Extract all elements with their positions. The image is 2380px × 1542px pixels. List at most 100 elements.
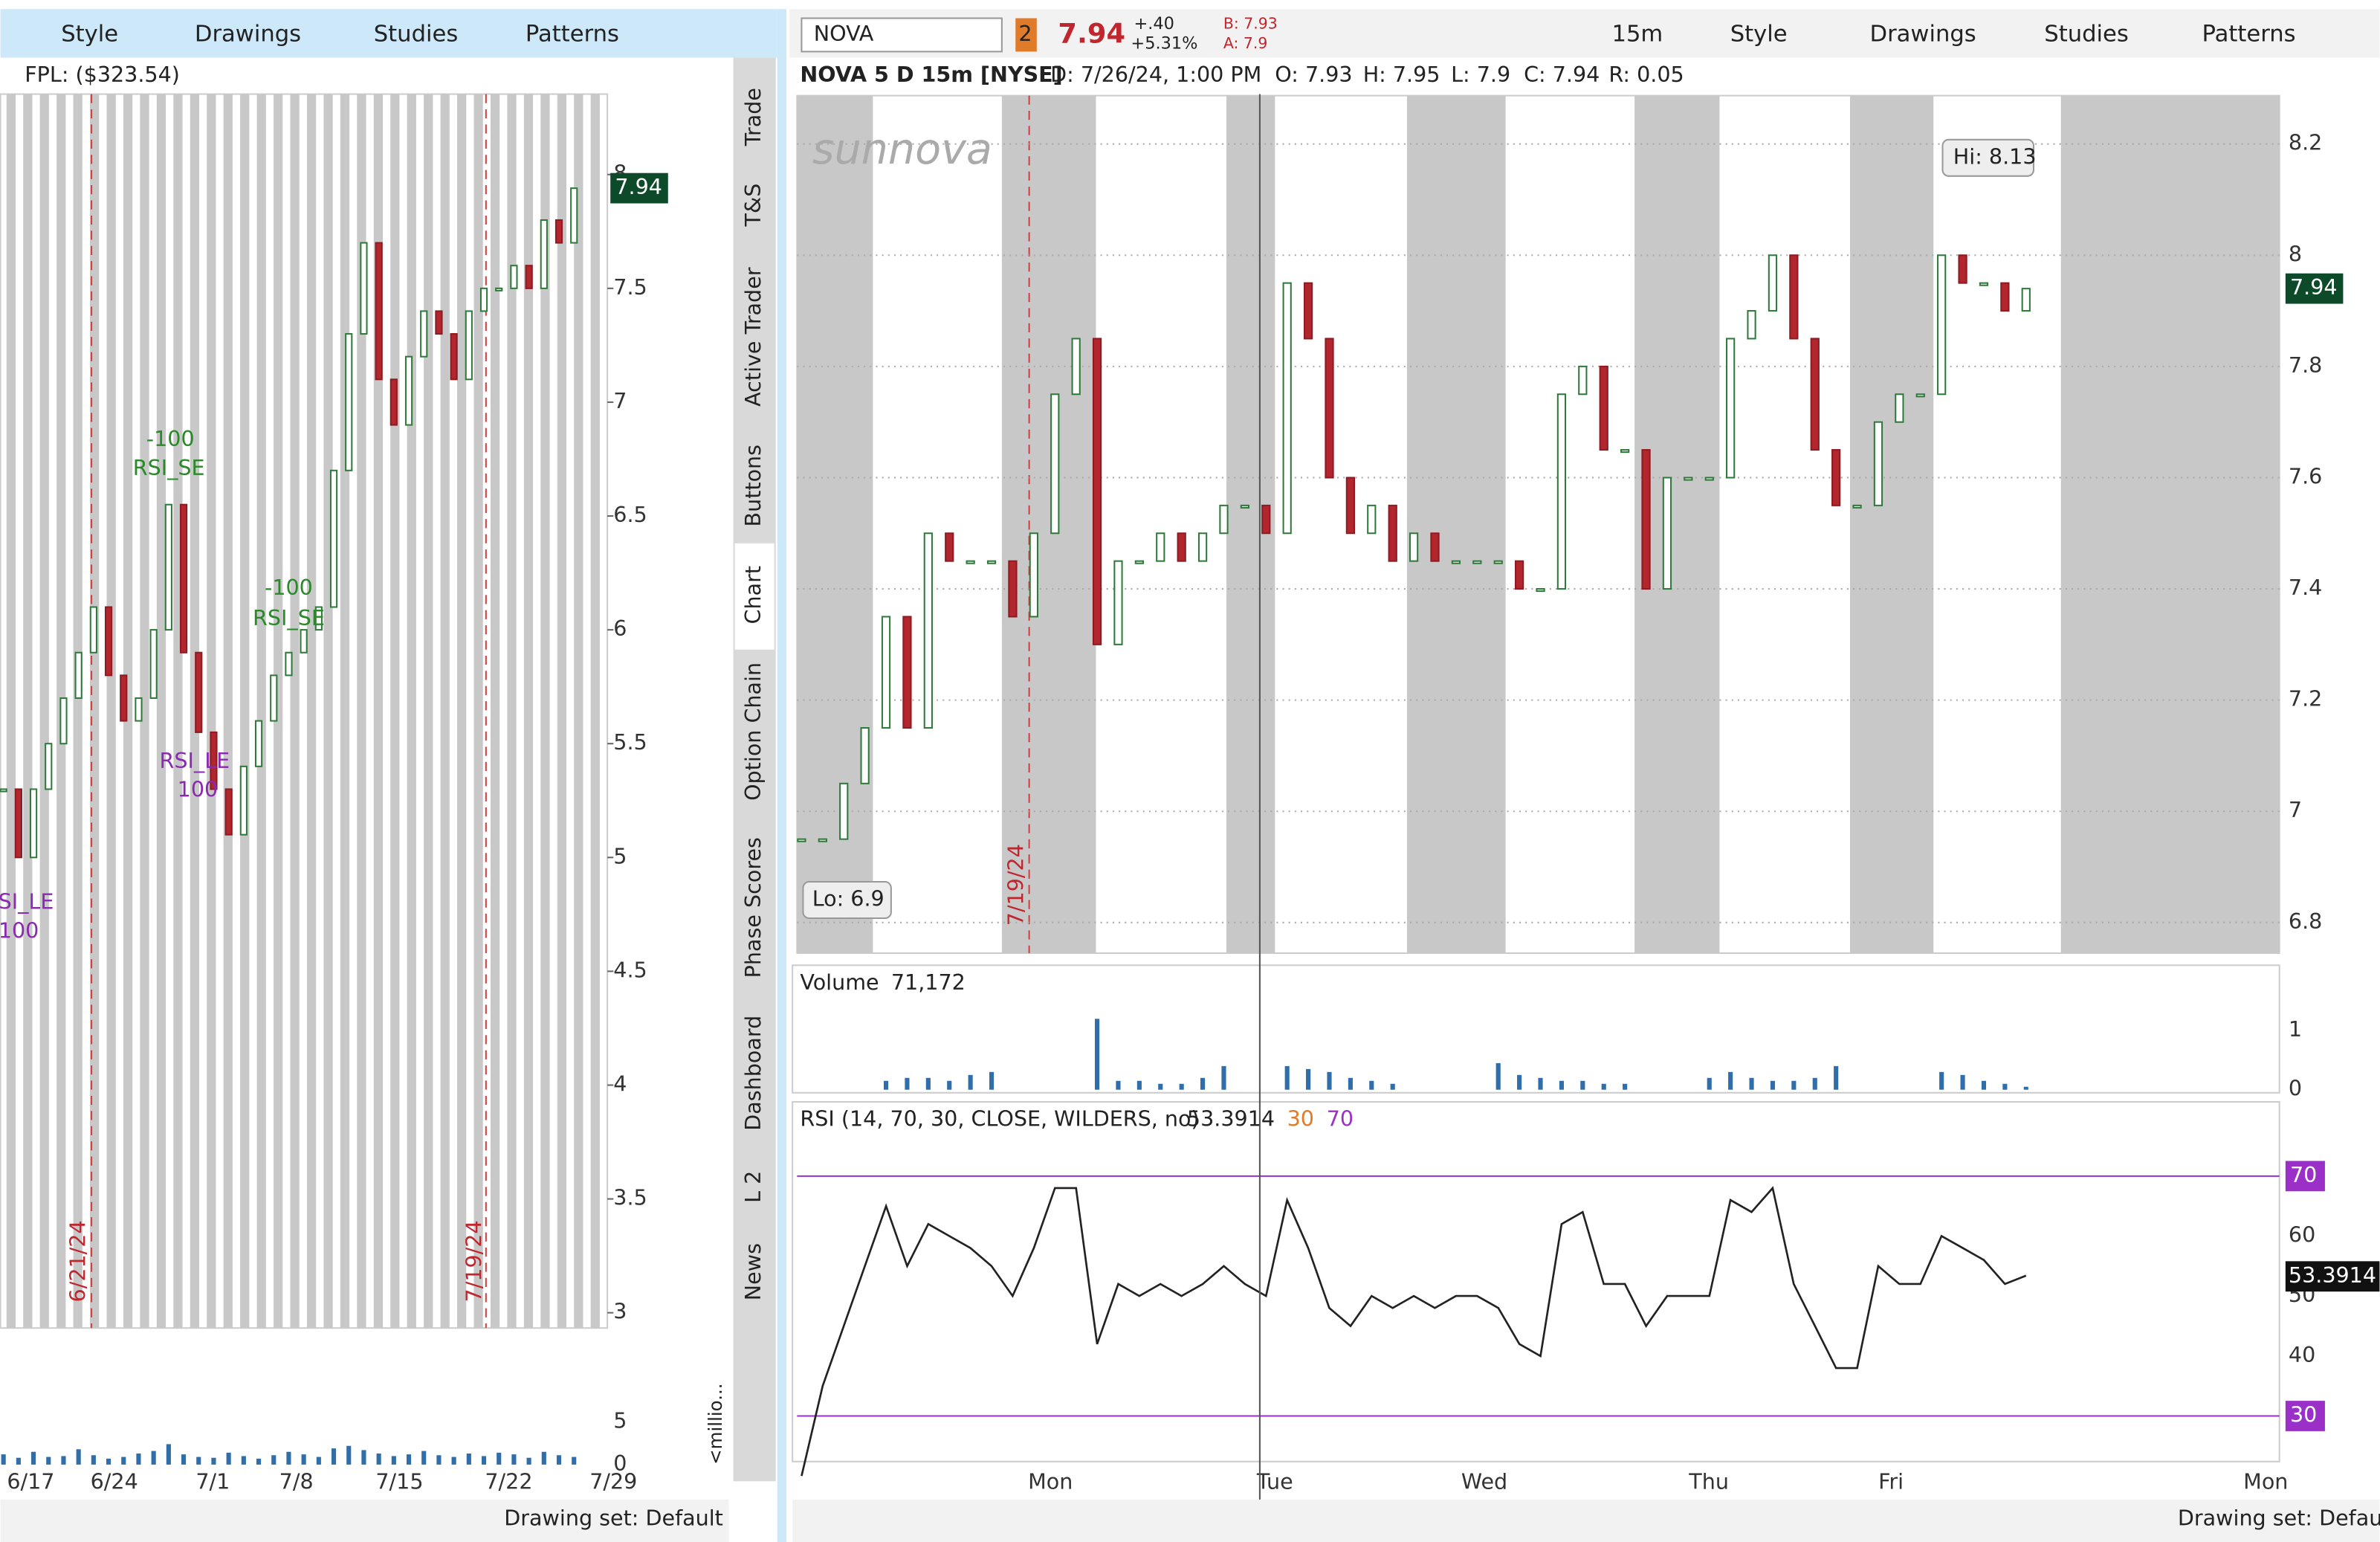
toolbar-button[interactable]: Drawings — [195, 21, 301, 47]
toolbar-button[interactable]: Style — [61, 21, 118, 47]
candle — [1134, 560, 1144, 564]
volume-bar — [556, 1455, 562, 1465]
candle — [120, 674, 128, 722]
side-tab[interactable]: Chart — [740, 566, 766, 624]
volume-bar — [196, 1456, 201, 1465]
side-tab[interactable]: Trade — [740, 88, 766, 146]
candle — [1726, 338, 1736, 479]
candle — [570, 187, 578, 244]
volume-bar — [136, 1453, 141, 1465]
drawing-set[interactable]: Drawing set: Default — [504, 1505, 723, 1530]
header-item: L: 7.9 — [1451, 62, 1510, 87]
session-shade — [190, 94, 200, 1329]
change: +.40 — [1134, 14, 1174, 33]
lo-box — [802, 880, 892, 920]
volume-bar — [1623, 1083, 1628, 1090]
volume-bar — [1812, 1077, 1817, 1090]
session-shade — [39, 94, 49, 1329]
date-marker: 7/19/24 — [1003, 844, 1028, 926]
volume-bar — [1770, 1080, 1776, 1090]
annotation: 100 — [0, 917, 39, 943]
toolbar-button[interactable]: Studies — [374, 21, 459, 47]
candle — [104, 606, 113, 677]
volume-bar — [391, 1456, 396, 1465]
candle — [314, 606, 323, 631]
candle — [818, 838, 827, 842]
volume-bar — [316, 1456, 321, 1465]
side-tab[interactable]: News — [740, 1243, 766, 1300]
candle — [210, 731, 218, 790]
candle — [1367, 504, 1377, 535]
toolbar-button[interactable]: Patterns — [2202, 21, 2296, 47]
side-tab[interactable]: Dashboard — [740, 1016, 766, 1131]
annotation: 100 — [178, 777, 219, 802]
x-tick-label: Mon — [2243, 1468, 2288, 1494]
volume-bar — [91, 1455, 96, 1465]
level-label: 70 — [2290, 1162, 2317, 1187]
candle — [29, 788, 38, 859]
session-shade — [407, 94, 416, 1329]
candle — [1852, 504, 1862, 509]
toolbar-button[interactable]: Studies — [2044, 21, 2129, 47]
hi-box — [1941, 138, 2035, 177]
price-label: 7.94 — [2290, 274, 2338, 300]
y-tick-label: 4.5 — [613, 957, 647, 982]
logo: sunnova — [812, 125, 992, 174]
candle — [2000, 282, 2010, 312]
session-shade — [23, 94, 33, 1329]
candle — [860, 727, 870, 784]
candle — [1177, 532, 1186, 562]
candle — [195, 651, 203, 733]
rsi-last-axis: 53.3914 — [2289, 1262, 2376, 1288]
symbol[interactable]: NOVA — [814, 21, 874, 46]
side-tab[interactable]: Option Chain — [740, 662, 766, 801]
volume-bar — [76, 1449, 81, 1465]
session-shade — [440, 94, 450, 1329]
candle — [1810, 338, 1820, 451]
side-tab[interactable]: Buttons — [740, 445, 766, 527]
volume-bar — [226, 1452, 231, 1465]
candle — [164, 503, 172, 631]
volume-bar — [1728, 1071, 1733, 1090]
session-shade — [2060, 95, 2280, 953]
candle — [239, 765, 248, 836]
toolbar-button[interactable]: Style — [1730, 21, 1788, 47]
side-tab[interactable]: Active Trader — [740, 267, 766, 407]
volume-bar — [376, 1453, 381, 1465]
toolbar-button[interactable]: Patterns — [526, 21, 619, 47]
candle — [495, 287, 503, 291]
y-tick-label: 7 — [2289, 797, 2302, 822]
volume-bar — [466, 1453, 471, 1465]
symbol-box[interactable] — [801, 17, 1003, 53]
session-shade — [290, 94, 300, 1329]
volume-bar — [968, 1074, 973, 1090]
toolbar-button[interactable]: Drawings — [1870, 21, 1976, 47]
drawing-set[interactable]: Drawing set: Default — [2178, 1505, 2380, 1530]
candle — [839, 782, 849, 840]
volume-bar — [1327, 1071, 1332, 1090]
splitter — [777, 9, 787, 1542]
annotation: -100 — [146, 426, 195, 451]
x-tick-label: 7/15 — [375, 1468, 423, 1494]
chart-title: NOVA 5 D 15m [NYSE] — [800, 62, 1062, 87]
candle — [285, 651, 293, 677]
y-tick-label: 7 — [613, 388, 627, 413]
volume-bar — [1538, 1077, 1543, 1090]
x-tick-label: 7/29 — [589, 1468, 637, 1494]
candle — [389, 378, 398, 426]
interval[interactable]: 15m — [1611, 21, 1663, 47]
volume-bar — [1221, 1065, 1226, 1090]
side-tab-bar — [733, 57, 776, 1482]
candle — [1282, 282, 1292, 535]
candle — [375, 242, 383, 381]
candle — [0, 788, 7, 793]
side-tab[interactable]: Phase Scores — [740, 837, 766, 978]
side-tab[interactable]: L 2 — [740, 1171, 766, 1203]
side-tab[interactable]: T&S — [740, 184, 766, 228]
volume-bar — [1200, 1077, 1206, 1090]
volume-bar — [406, 1454, 412, 1465]
candle — [1979, 282, 1989, 286]
candle — [1197, 532, 1208, 562]
candle — [1071, 338, 1081, 396]
